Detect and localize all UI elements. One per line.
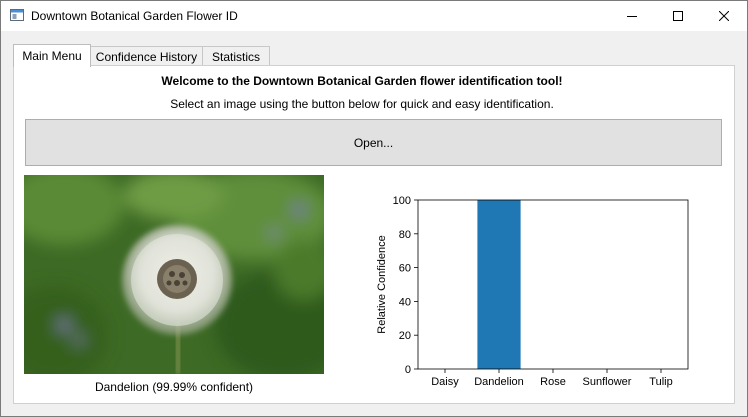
tab-confidence-history[interactable]: Confidence History [89, 46, 204, 66]
maximize-button[interactable] [655, 1, 701, 31]
x-tick-label: Daisy [431, 376, 459, 388]
open-button[interactable]: Open... [25, 119, 722, 166]
y-tick-label: 100 [393, 195, 411, 207]
y-axis-label: Relative Confidence [376, 235, 388, 333]
app-window-icon [10, 9, 24, 21]
y-tick-label: 40 [399, 296, 411, 308]
x-tick-label: Dandelion [474, 376, 524, 388]
open-button-label: Open... [353, 135, 394, 150]
welcome-heading: Welcome to the Downtown Botanical Garden… [161, 74, 563, 88]
x-tick-label: Tulip [649, 376, 672, 388]
minimize-icon [627, 16, 637, 17]
instructions-text: Select an image using the button below f… [170, 97, 554, 111]
close-icon [719, 11, 729, 21]
maximize-icon [673, 11, 683, 21]
tab-statistics[interactable]: Statistics [202, 46, 270, 66]
plot-frame [417, 199, 689, 370]
title-bar[interactable]: Downtown Botanical Garden Flower ID [1, 1, 747, 31]
x-tick-label: Sunflower [583, 376, 632, 388]
y-tick-label: 20 [399, 330, 411, 342]
close-button[interactable] [701, 1, 747, 31]
y-tick-label: 60 [399, 263, 411, 275]
y-tick-label: 80 [399, 229, 411, 241]
bar-dandelion [477, 200, 521, 369]
y-tick-label: 0 [405, 364, 411, 376]
prediction-caption: Dandelion (99.99% confident) [94, 380, 254, 394]
minimize-button[interactable] [609, 1, 655, 31]
x-tick-label: Rose [540, 376, 566, 388]
window-title: Downtown Botanical Garden Flower ID [31, 9, 238, 23]
flower-image [24, 175, 324, 374]
tab-main-menu[interactable]: Main Menu [13, 44, 91, 67]
confidence-bar-chart: 0 20 40 60 80 100 Daisy Dandelion Rose Sunflower T… [376, 195, 689, 388]
